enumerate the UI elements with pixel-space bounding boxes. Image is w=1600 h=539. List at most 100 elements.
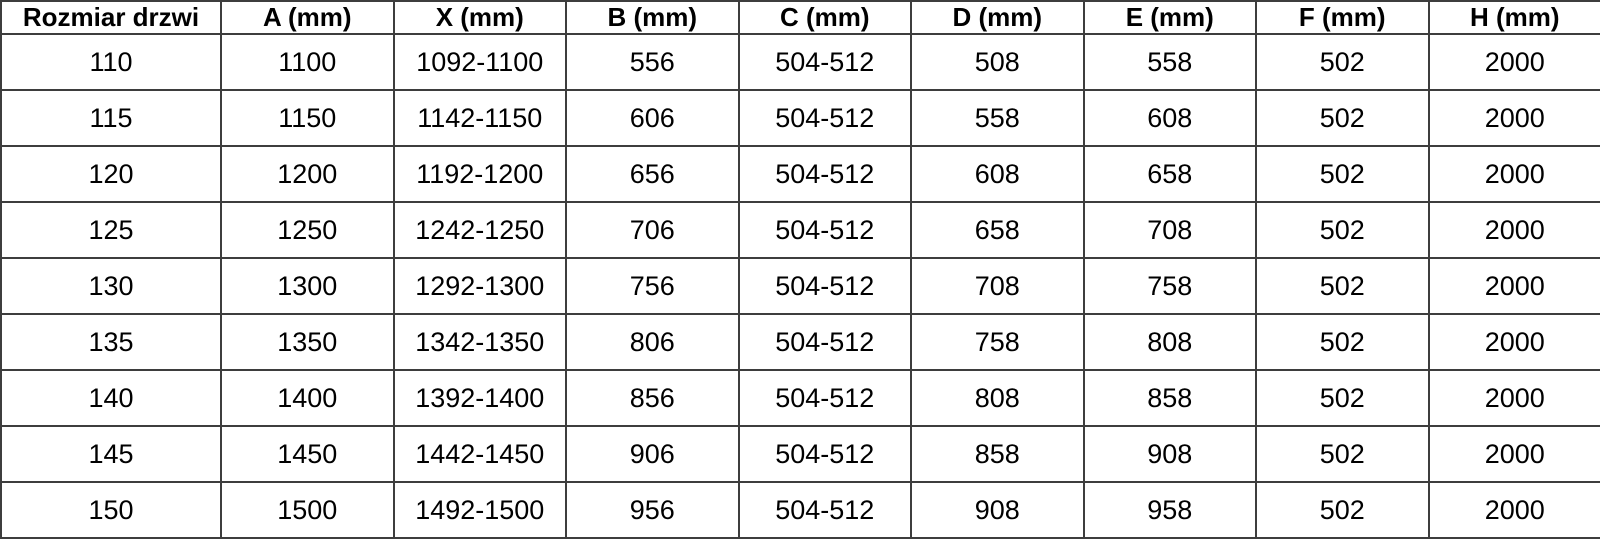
table-cell: 908 <box>910 481 1085 539</box>
table-cell: 130 <box>0 257 222 315</box>
table-cell: 808 <box>910 369 1085 427</box>
table-cell: 808 <box>1082 313 1257 371</box>
table-cell: 856 <box>565 369 740 427</box>
table-cell: 1500 <box>220 481 395 539</box>
table-cell: 502 <box>1255 257 1430 315</box>
table-cell: 502 <box>1255 313 1430 371</box>
table-cell: 508 <box>910 33 1085 91</box>
table-cell: 758 <box>1082 257 1257 315</box>
table-header: Rozmiar drzwi A (mm) X (mm) B (mm) C (mm) D (… <box>0 0 1600 35</box>
table-cell: 115 <box>0 89 222 147</box>
table-cell: 504-512 <box>737 369 912 427</box>
table-cell: 1150 <box>220 89 395 147</box>
table-cell: 658 <box>1082 145 1257 203</box>
table-cell: 504-512 <box>737 481 912 539</box>
table-cell: 150 <box>0 481 222 539</box>
table-cell: 1350 <box>220 313 395 371</box>
table-body: 110 1100 1092-1100 556 504-512 508 558 502 2000 1… <box>0 33 1600 539</box>
table-cell: 125 <box>0 201 222 259</box>
table-cell: 2000 <box>1427 481 1600 539</box>
table-cell: 858 <box>1082 369 1257 427</box>
table-row: 135 1350 1342-1350 806 504-512 758 808 502 2000 <box>0 313 1600 371</box>
table-cell: 656 <box>565 145 740 203</box>
table-cell: 1192-1200 <box>392 145 567 203</box>
column-header: X (mm) <box>392 0 567 35</box>
table-cell: 1442-1450 <box>392 425 567 483</box>
table-cell: 502 <box>1255 89 1430 147</box>
table-cell: 504-512 <box>737 313 912 371</box>
table-cell: 502 <box>1255 33 1430 91</box>
table-cell: 1242-1250 <box>392 201 567 259</box>
column-header: F (mm) <box>1255 0 1430 35</box>
table-cell: 504-512 <box>737 33 912 91</box>
table-cell: 956 <box>565 481 740 539</box>
table-cell: 1142-1150 <box>392 89 567 147</box>
table-cell: 135 <box>0 313 222 371</box>
table-cell: 1450 <box>220 425 395 483</box>
table-cell: 958 <box>1082 481 1257 539</box>
table-cell: 502 <box>1255 145 1430 203</box>
table-cell: 2000 <box>1427 257 1600 315</box>
table-cell: 1342-1350 <box>392 313 567 371</box>
table-cell: 504-512 <box>737 145 912 203</box>
column-header: H (mm) <box>1427 0 1600 35</box>
table-cell: 502 <box>1255 201 1430 259</box>
table-cell: 2000 <box>1427 89 1600 147</box>
table-cell: 504-512 <box>737 257 912 315</box>
table-cell: 606 <box>565 89 740 147</box>
table-cell: 2000 <box>1427 145 1600 203</box>
table-cell: 1250 <box>220 201 395 259</box>
column-header: E (mm) <box>1082 0 1257 35</box>
table-cell: 1200 <box>220 145 395 203</box>
table-cell: 1100 <box>220 33 395 91</box>
table-cell: 608 <box>1082 89 1257 147</box>
table-cell: 1092-1100 <box>392 33 567 91</box>
table-row: 110 1100 1092-1100 556 504-512 508 558 502 2000 <box>0 33 1600 91</box>
table-cell: 558 <box>1082 33 1257 91</box>
table-row: 150 1500 1492-1500 956 504-512 908 958 502 2000 <box>0 481 1600 539</box>
table-cell: 556 <box>565 33 740 91</box>
column-header: Rozmiar drzwi <box>0 0 222 35</box>
table-row: 125 1250 1242-1250 706 504-512 658 708 502 2000 <box>0 201 1600 259</box>
table-cell: 110 <box>0 33 222 91</box>
table-row: 120 1200 1192-1200 656 504-512 608 658 502 2000 <box>0 145 1600 203</box>
table-cell: 1400 <box>220 369 395 427</box>
table-cell: 908 <box>1082 425 1257 483</box>
table-cell: 658 <box>910 201 1085 259</box>
table-cell: 906 <box>565 425 740 483</box>
column-header: A (mm) <box>220 0 395 35</box>
table-row: 145 1450 1442-1450 906 504-512 858 908 502 2000 <box>0 425 1600 483</box>
table-cell: 2000 <box>1427 425 1600 483</box>
table-cell: 558 <box>910 89 1085 147</box>
table-cell: 504-512 <box>737 425 912 483</box>
table-cell: 2000 <box>1427 369 1600 427</box>
table-cell: 1392-1400 <box>392 369 567 427</box>
table-cell: 145 <box>0 425 222 483</box>
table-cell: 708 <box>910 257 1085 315</box>
table-cell: 756 <box>565 257 740 315</box>
table-cell: 608 <box>910 145 1085 203</box>
column-header: B (mm) <box>565 0 740 35</box>
table-cell: 806 <box>565 313 740 371</box>
table-cell: 502 <box>1255 481 1430 539</box>
table-cell: 708 <box>1082 201 1257 259</box>
table-cell: 504-512 <box>737 201 912 259</box>
table-row: 115 1150 1142-1150 606 504-512 558 608 502 2000 <box>0 89 1600 147</box>
table-cell: 1292-1300 <box>392 257 567 315</box>
table-cell: 1300 <box>220 257 395 315</box>
table-cell: 2000 <box>1427 313 1600 371</box>
table-cell: 858 <box>910 425 1085 483</box>
table-cell: 706 <box>565 201 740 259</box>
table-cell: 502 <box>1255 369 1430 427</box>
table-cell: 1492-1500 <box>392 481 567 539</box>
table-cell: 758 <box>910 313 1085 371</box>
table-cell: 140 <box>0 369 222 427</box>
table-cell: 502 <box>1255 425 1430 483</box>
table-cell: 2000 <box>1427 33 1600 91</box>
table-row: 140 1400 1392-1400 856 504-512 808 858 502 2000 <box>0 369 1600 427</box>
table-cell: 2000 <box>1427 201 1600 259</box>
column-header: D (mm) <box>910 0 1085 35</box>
table-cell: 504-512 <box>737 89 912 147</box>
table-cell: 120 <box>0 145 222 203</box>
